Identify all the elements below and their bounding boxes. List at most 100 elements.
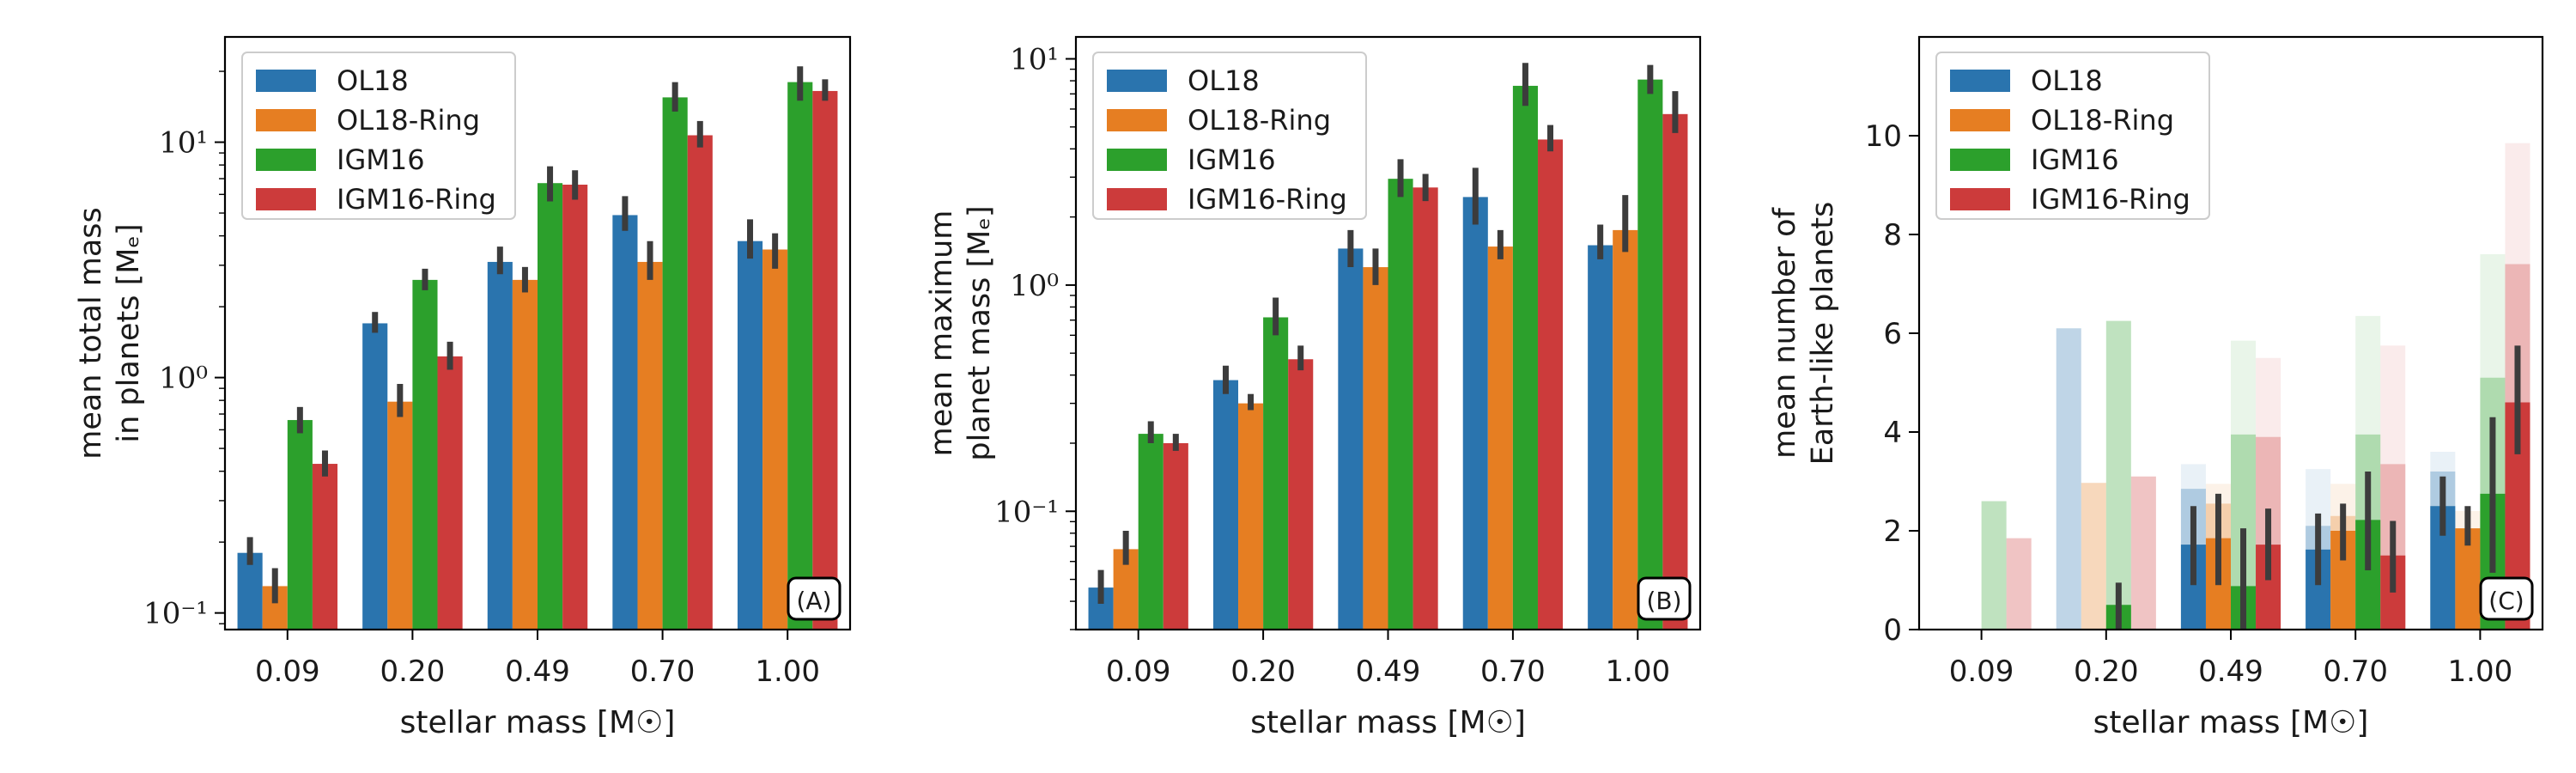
bar-igm16	[412, 279, 438, 630]
bar-ol18-ring	[1363, 267, 1388, 630]
x-tick-label: 0.09	[1106, 654, 1171, 689]
y-axis-label: mean total mass in planets [Mₑ]	[74, 207, 146, 460]
y-tick-label: 10	[1865, 119, 1902, 154]
x-tick-label: 1.00	[1605, 654, 1670, 689]
legend-frame	[1092, 52, 1367, 220]
bar-ol18	[362, 323, 388, 630]
bar-igm16-ring	[1163, 442, 1188, 630]
bar-ol18-ring	[637, 261, 663, 630]
bar-ol18	[1338, 248, 1364, 630]
legend-label: OL18	[2031, 64, 2103, 97]
bar-igm16	[287, 420, 313, 630]
bar-ol18-ring	[1238, 403, 1264, 630]
bar-ol18-ring	[512, 279, 538, 630]
legend-swatch-ol18	[1107, 70, 1167, 92]
panel-B: 10⁻¹ 10⁰ 10¹ 0.09 0.20 0.49 0.70 1.00 stellar ma…	[925, 35, 1702, 740]
svg-text:(B): (B)	[1646, 587, 1681, 615]
y-tick-label: 8	[1883, 218, 1902, 253]
bar-ol18	[737, 240, 763, 630]
legend-label: OL18	[1188, 64, 1260, 97]
bar-igm16	[1263, 317, 1289, 630]
bar-ol18	[237, 552, 263, 630]
bar-igm16-ring	[1662, 113, 1688, 630]
x-tick-label: 0.20	[2074, 654, 2139, 689]
axes-frame	[223, 35, 852, 631]
background-bar-igm16-ring-1	[2130, 476, 2156, 630]
legend-label: IGM16	[1188, 143, 1276, 176]
legend-frame	[1935, 52, 2210, 220]
bar-igm16	[787, 82, 813, 630]
legend-label: IGM16	[2031, 143, 2119, 176]
plot-area	[237, 66, 838, 630]
x-tick-label: 0.49	[1356, 654, 1421, 689]
panel-label: (A)	[787, 576, 841, 621]
legend-swatch-igm16	[256, 149, 316, 171]
legend-swatch-ol18-ring	[1107, 109, 1167, 131]
bar-igm16-ring	[312, 464, 338, 630]
y-tick-label: 10⁰	[1010, 269, 1059, 303]
background-bar-igm16-1	[1981, 501, 2007, 630]
legend-swatch-ol18-ring	[256, 109, 316, 131]
bar-igm16-ring	[687, 135, 713, 630]
legend-label: OL18-Ring	[337, 104, 480, 137]
y-tick-label: 4	[1883, 416, 1902, 450]
plot-area	[1088, 63, 1688, 630]
y-axis-label: mean maximum planet mass [Mₑ]	[925, 205, 997, 460]
y-tick-label: 6	[1883, 317, 1902, 351]
legend-swatch-igm16	[1950, 149, 2010, 171]
bar-igm16	[1512, 85, 1538, 630]
x-axis-label: stellar mass [M☉]	[2093, 705, 2369, 740]
bar-igm16-ring	[437, 356, 463, 630]
bar-ol18	[1462, 197, 1488, 630]
bar-igm16	[538, 183, 563, 630]
y-tick-label: 10⁻¹	[994, 495, 1059, 529]
y-tick-label: 10⁰	[159, 362, 208, 396]
x-tick-label: 0.09	[1949, 654, 2014, 689]
legend-swatch-ol18-ring	[1950, 109, 2010, 131]
bar-igm16	[1388, 179, 1413, 630]
bar-ol18-ring	[762, 249, 788, 630]
y-axis-label: mean number of Earth-like planets	[1768, 202, 1840, 466]
x-tick-label: 1.00	[755, 654, 820, 689]
legend-swatch-igm16	[1107, 149, 1167, 171]
legend-label: IGM16-Ring	[1188, 183, 1347, 216]
x-axis-label: stellar mass [M☉]	[400, 705, 676, 740]
y-tick-label: 10¹	[1010, 43, 1059, 77]
legend-label: IGM16	[337, 143, 425, 176]
background-bar-ol18-1	[2056, 328, 2081, 630]
y-tick-label: 0	[1883, 613, 1902, 648]
bar-igm16	[662, 97, 688, 630]
x-tick-label: 0.09	[255, 654, 320, 689]
legend: OL18 OL18-Ring IGM16 IGM16-Ring	[241, 52, 516, 220]
axes-frame	[1074, 35, 1702, 631]
y-tick-label: 10⁻¹	[143, 597, 208, 631]
x-axis-label: stellar mass [M☉]	[1250, 705, 1526, 740]
bar-ol18-ring	[1487, 247, 1513, 630]
bar-igm16-ring	[1288, 359, 1314, 630]
y-tick-label: 2	[1883, 514, 1902, 549]
background-bar-igm16-1	[2105, 320, 2131, 630]
legend-swatch-ol18	[1950, 70, 2010, 92]
bar-ol18-ring	[387, 401, 413, 630]
bar-igm16-ring	[812, 90, 838, 630]
legend: OL18 OL18-Ring IGM16 IGM16-Ring	[1092, 52, 1367, 220]
bar-igm16	[1637, 79, 1663, 630]
background-bar-ol18-ring-1	[2081, 483, 2106, 630]
bar-ol18	[487, 261, 513, 630]
bar-igm16-ring	[1537, 139, 1564, 630]
x-tick-label: 0.20	[380, 654, 446, 689]
bar-igm16-ring	[1413, 187, 1438, 630]
y-tick-label: 10¹	[159, 126, 208, 161]
legend-frame	[241, 52, 516, 220]
legend: OL18 OL18-Ring IGM16 IGM16-Ring	[1935, 52, 2210, 220]
panel-C: 0 2 4 6 8 10 0.09 0.20 0.49 0.70 1.00 stellar mass …	[1768, 35, 2544, 740]
x-tick-label: 0.70	[1480, 654, 1546, 689]
background-bar-igm16-ring-1	[2006, 538, 2032, 630]
legend-label: IGM16-Ring	[2031, 183, 2190, 216]
panel-A: 10⁻¹ 10⁰ 10¹ 0.09 0.20 0.49 0.70 1.00 stellar ma…	[74, 35, 852, 740]
bar-ol18	[1212, 380, 1239, 630]
x-tick-label: 0.49	[505, 654, 570, 689]
legend-label: OL18-Ring	[2031, 104, 2174, 137]
axes-frame	[1917, 35, 2544, 631]
